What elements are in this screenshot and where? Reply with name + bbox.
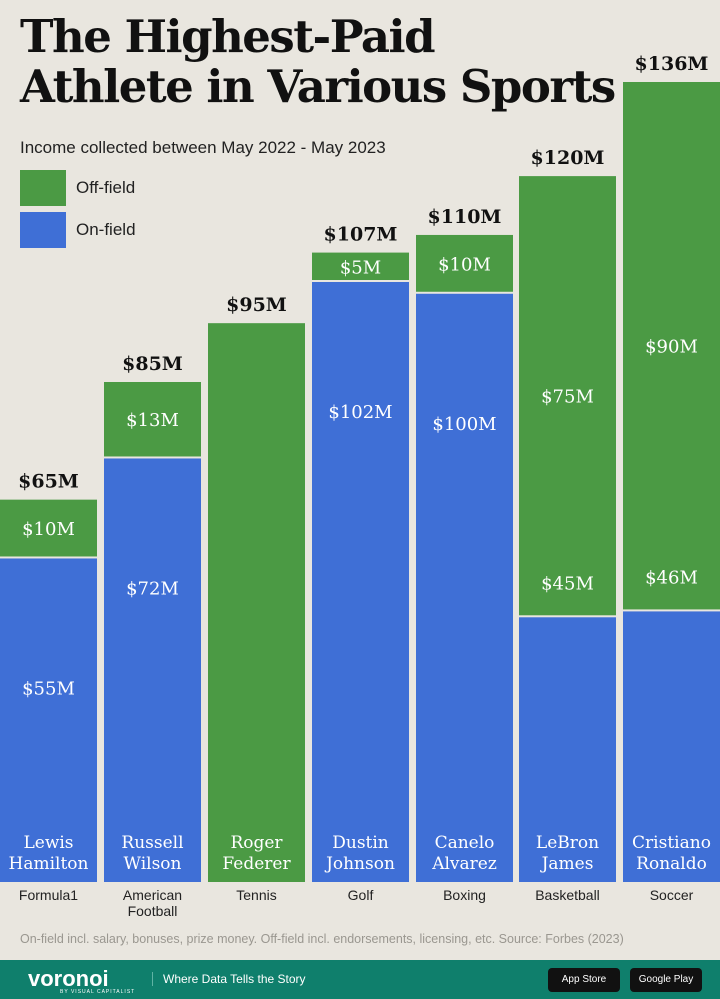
sport-label: Tennis bbox=[236, 887, 276, 903]
sport-label: Formula1 bbox=[19, 887, 78, 903]
athlete-first-name: Canelo bbox=[435, 833, 495, 853]
on-field-label: $102M bbox=[328, 402, 392, 423]
sport-label: Basketball bbox=[535, 887, 600, 903]
total-label: $107M bbox=[324, 224, 398, 246]
bar-on-field bbox=[519, 617, 616, 882]
title-line-1: The Highest-Paid bbox=[20, 10, 436, 63]
bar-off-field bbox=[104, 382, 201, 457]
athlete-first-name: Dustin bbox=[332, 833, 389, 853]
on-field-label: $46M bbox=[645, 567, 698, 588]
athlete-last-name: Johnson bbox=[324, 854, 395, 874]
legend: Off-field On-field bbox=[20, 168, 136, 252]
total-label: $65M bbox=[18, 471, 79, 493]
legend-label-on: On-field bbox=[76, 220, 136, 239]
bar-off-field bbox=[416, 234, 513, 292]
logo-subtext: BY VISUAL CAPITALIST bbox=[60, 989, 136, 995]
bar-on-field bbox=[0, 558, 97, 882]
bar-on-field bbox=[416, 293, 513, 882]
legend-on-field: On-field bbox=[20, 210, 136, 250]
off-field-label: $5M bbox=[340, 257, 381, 278]
legend-off-field: Off-field bbox=[20, 168, 136, 208]
legend-label-off: Off-field bbox=[76, 178, 136, 197]
athlete-last-name: Wilson bbox=[124, 854, 182, 874]
tagline: Where Data Tells the Story bbox=[152, 972, 306, 986]
bar-off-field bbox=[519, 176, 616, 616]
chart-subtitle: Income collected between May 2022 - May … bbox=[20, 138, 386, 157]
sport-label: Golf bbox=[348, 887, 374, 903]
legend-swatch-on bbox=[20, 212, 66, 248]
bar-on-field bbox=[623, 611, 720, 882]
total-label: $120M bbox=[531, 147, 605, 169]
on-field-label: $55M bbox=[22, 678, 75, 699]
chart-title: The Highest-Paid Athlete in Various Sport… bbox=[20, 10, 616, 113]
athlete-first-name: LeBron bbox=[536, 833, 599, 853]
off-field-label: $10M bbox=[438, 254, 491, 275]
total-label: $136M bbox=[635, 53, 709, 75]
athlete-first-name: Roger bbox=[230, 833, 283, 853]
bar-on-field bbox=[104, 458, 201, 882]
bar-off-field bbox=[208, 323, 305, 882]
off-field-label: $90M bbox=[645, 337, 698, 358]
source-note: On-field incl. salary, bonuses, prize mo… bbox=[20, 932, 624, 946]
athlete-last-name: Alvarez bbox=[431, 854, 497, 874]
on-field-label: $72M bbox=[126, 578, 179, 599]
sport-label: Football bbox=[128, 903, 178, 919]
total-label: $110M bbox=[428, 206, 502, 228]
on-field-label: $100M bbox=[432, 414, 496, 435]
voronoi-logo[interactable]: voronoi bbox=[28, 966, 109, 991]
athlete-last-name: Hamilton bbox=[9, 854, 89, 874]
on-field-label: $45M bbox=[541, 573, 594, 594]
athlete-last-name: James bbox=[540, 854, 594, 874]
total-label: $95M bbox=[226, 294, 287, 316]
athlete-first-name: Lewis bbox=[23, 833, 73, 853]
title-line-2: Athlete in Various Sports bbox=[20, 60, 616, 113]
off-field-label: $13M bbox=[126, 410, 179, 431]
app-store-button[interactable]: App Store bbox=[548, 968, 620, 992]
off-field-label: $10M bbox=[22, 519, 75, 540]
athlete-last-name: Ronaldo bbox=[636, 854, 707, 874]
footer: voronoi BY VISUAL CAPITALIST Where Data … bbox=[0, 960, 720, 999]
bar-off-field bbox=[0, 499, 97, 557]
bar-on-field bbox=[312, 282, 409, 882]
bar-off-field bbox=[312, 252, 409, 280]
off-field-label: $75M bbox=[541, 387, 594, 408]
bar-off-field bbox=[623, 82, 720, 610]
google-play-button[interactable]: Google Play bbox=[630, 968, 702, 992]
athlete-last-name: Federer bbox=[222, 854, 291, 874]
sport-label: Soccer bbox=[650, 887, 694, 903]
total-label: $85M bbox=[122, 353, 183, 375]
sport-label: American bbox=[123, 887, 182, 903]
sport-label: Boxing bbox=[443, 887, 486, 903]
legend-swatch-off bbox=[20, 170, 66, 206]
athlete-first-name: Russell bbox=[121, 833, 183, 853]
athlete-first-name: Cristiano bbox=[632, 833, 711, 853]
